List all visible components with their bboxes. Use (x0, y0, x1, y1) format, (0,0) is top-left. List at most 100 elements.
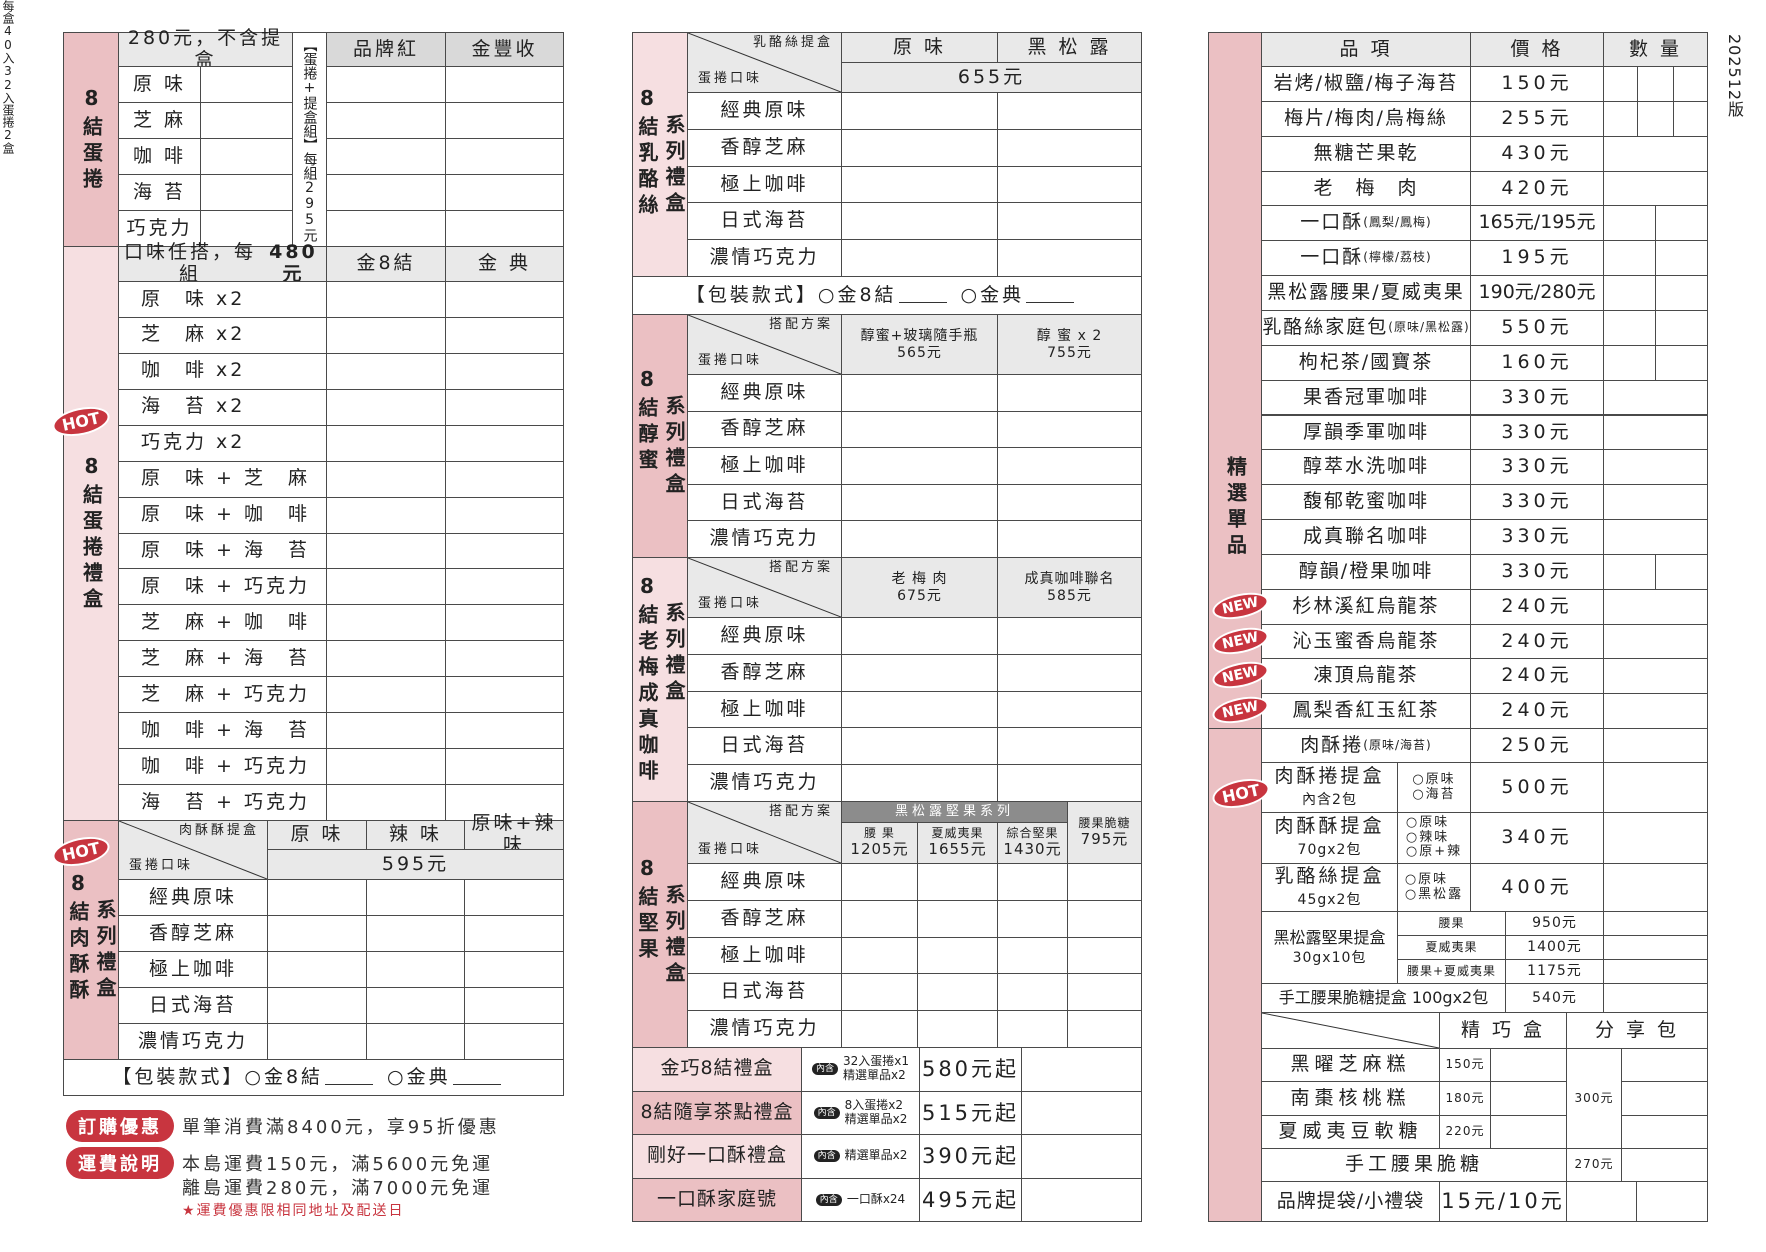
radio-icon[interactable]: ○ (817, 283, 838, 306)
quantity-cell[interactable] (1021, 1047, 1142, 1092)
quantity-cell[interactable] (997, 447, 1142, 485)
quantity-cell[interactable] (997, 653, 1142, 692)
quantity-cell[interactable] (326, 138, 446, 175)
option-radio[interactable]: ○辣味 (1405, 829, 1450, 845)
quantity-cell[interactable] (997, 520, 1142, 558)
quantity-cell[interactable] (1655, 553, 1708, 590)
quantity-cell[interactable] (1021, 1090, 1142, 1135)
quantity-cell[interactable] (1603, 658, 1708, 695)
quantity-cell[interactable] (326, 210, 446, 247)
quantity-cell[interactable] (464, 879, 564, 916)
quantity-cell[interactable] (997, 973, 1068, 1012)
quantity-cell[interactable] (464, 987, 564, 1024)
quantity-cell[interactable] (1603, 623, 1708, 660)
quantity-cell[interactable] (841, 617, 998, 655)
quantity-cell[interactable] (841, 863, 918, 901)
quantity-cell[interactable] (1621, 1048, 1708, 1083)
quantity-cell[interactable] (997, 239, 1142, 277)
quantity-cell[interactable] (917, 899, 998, 938)
radio-icon[interactable]: ○ (387, 1065, 407, 1088)
quantity-cell[interactable] (1603, 588, 1708, 625)
quantity-cell[interactable] (1603, 309, 1656, 346)
quantity-cell[interactable] (1067, 899, 1142, 938)
quantity-cell[interactable] (841, 973, 918, 1012)
quantity-cell[interactable] (997, 899, 1068, 938)
quantity-cell[interactable] (1603, 449, 1708, 486)
quantity-cell[interactable] (445, 604, 564, 642)
quantity-cell[interactable] (841, 165, 998, 204)
quantity-cell[interactable] (997, 1010, 1068, 1048)
quantity-cell[interactable] (445, 281, 564, 318)
quantity-cell[interactable] (326, 352, 446, 390)
quantity-cell[interactable] (326, 424, 446, 462)
quantity-cell[interactable] (997, 374, 1142, 412)
quantity-cell[interactable] (445, 748, 564, 785)
quantity-cell[interactable] (1603, 693, 1708, 730)
quantity-cell[interactable] (445, 676, 564, 714)
quantity-cell[interactable] (1655, 205, 1708, 242)
quantity-cell[interactable] (267, 951, 367, 988)
quantity-cell[interactable] (1603, 959, 1708, 984)
option-radio[interactable]: ○黑松露 (1404, 886, 1464, 902)
quantity-cell[interactable] (997, 617, 1142, 655)
quantity-cell[interactable] (445, 210, 564, 247)
quantity-cell[interactable] (326, 640, 446, 678)
quantity-cell[interactable] (1603, 983, 1708, 1013)
packaging-blank[interactable] (1026, 288, 1075, 303)
quantity-cell[interactable] (1621, 1114, 1708, 1149)
quantity-cell[interactable] (200, 102, 293, 139)
quantity-cell[interactable] (1603, 275, 1656, 311)
quantity-cell[interactable] (1490, 1081, 1567, 1116)
quantity-cell[interactable] (841, 764, 998, 802)
quantity-cell[interactable] (1603, 379, 1708, 416)
option-radio[interactable]: ○原味 (1405, 814, 1450, 830)
quantity-cell[interactable] (841, 899, 918, 938)
quantity-cell[interactable] (326, 66, 446, 103)
quantity-cell[interactable] (917, 1010, 998, 1048)
packaging-blank[interactable] (898, 288, 947, 303)
quantity-cell[interactable] (917, 863, 998, 901)
quantity-cell[interactable] (997, 863, 1068, 901)
quantity-cell[interactable] (841, 1010, 918, 1048)
quantity-cell[interactable] (326, 532, 446, 570)
quantity-cell[interactable] (464, 1023, 564, 1060)
quantity-cell[interactable] (1603, 728, 1708, 763)
quantity-cell[interactable] (1490, 1048, 1567, 1083)
quantity-cell[interactable] (1621, 1148, 1708, 1182)
quantity-cell[interactable] (326, 568, 446, 606)
option-radio[interactable]: ○海苔 (1412, 786, 1456, 802)
quantity-cell[interactable] (1673, 66, 1708, 102)
quantity-cell[interactable] (997, 92, 1142, 130)
quantity-cell[interactable] (267, 1023, 367, 1060)
quantity-cell[interactable] (1603, 240, 1656, 277)
quantity-cell[interactable] (445, 66, 564, 103)
quantity-cell[interactable] (997, 165, 1142, 204)
quantity-cell[interactable] (1021, 1134, 1142, 1179)
quantity-cell[interactable] (1603, 863, 1708, 912)
quantity-cell[interactable] (445, 388, 564, 426)
quantity-cell[interactable] (445, 424, 564, 462)
quantity-cell[interactable] (997, 727, 1142, 766)
quantity-cell[interactable] (841, 936, 918, 975)
quantity-cell[interactable] (1603, 344, 1656, 381)
quantity-cell[interactable] (326, 460, 446, 498)
quantity-cell[interactable] (997, 483, 1142, 522)
quantity-cell[interactable] (841, 447, 998, 485)
quantity-cell[interactable] (1603, 762, 1708, 813)
quantity-cell[interactable] (997, 410, 1142, 449)
quantity-cell[interactable] (1603, 414, 1708, 451)
quantity-cell[interactable] (1603, 519, 1708, 555)
quantity-cell[interactable] (1603, 935, 1708, 960)
quantity-cell[interactable] (366, 879, 465, 916)
quantity-cell[interactable] (1603, 100, 1638, 137)
quantity-cell[interactable] (445, 568, 564, 606)
quantity-cell[interactable] (464, 915, 564, 952)
quantity-cell[interactable] (841, 410, 998, 449)
quantity-cell[interactable] (267, 879, 367, 916)
quantity-cell[interactable] (997, 764, 1142, 802)
quantity-cell[interactable] (1636, 1181, 1708, 1222)
quantity-cell[interactable] (841, 239, 998, 277)
packaging-blank[interactable] (325, 1070, 374, 1085)
quantity-cell[interactable] (1603, 911, 1708, 936)
quantity-cell[interactable] (445, 784, 564, 821)
